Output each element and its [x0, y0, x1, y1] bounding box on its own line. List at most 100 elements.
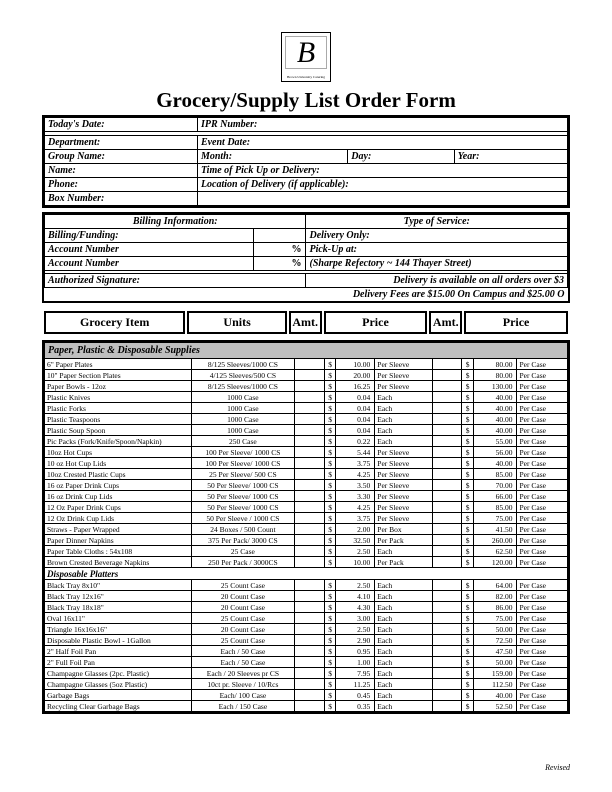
dollar-sign: $	[324, 546, 335, 557]
item-price-2: 55.00	[473, 436, 517, 447]
item-per-2: Per Case	[517, 580, 568, 591]
item-per-1: Per Sleeve	[375, 447, 432, 458]
item-amt-2	[432, 591, 462, 602]
label-day: Day:	[348, 150, 454, 164]
table-row: 16 oz Drink Cup Lids50 Per Sleeve/ 1000 …	[45, 491, 568, 502]
item-name: Black Tray 18x18"	[45, 602, 192, 613]
item-amt-1	[295, 657, 325, 668]
item-amt-1	[295, 436, 325, 447]
item-per-2: Per Case	[517, 414, 568, 425]
item-units: Each / 150 Case	[191, 701, 294, 712]
label-sharpe: (Sharpe Refectory ~ 144 Thayer Street)	[306, 257, 568, 271]
item-per-2: Per Case	[517, 535, 568, 546]
item-amt-1	[295, 513, 325, 524]
item-per-1: Each	[375, 392, 432, 403]
item-amt-1	[295, 668, 325, 679]
dollar-sign: $	[462, 657, 473, 668]
item-per-1: Per Sleeve	[375, 458, 432, 469]
item-amt-2	[432, 546, 462, 557]
table-row: Oval 16x11"25 Count Case$3.00Each$75.00P…	[45, 613, 568, 624]
item-price-2: 52.50	[473, 701, 517, 712]
category-header: Paper, Plastic & Disposable Supplies	[45, 343, 568, 359]
item-price-1: 2.50	[336, 580, 375, 591]
item-units: 25 Count Case	[191, 635, 294, 646]
item-per-2: Per Case	[517, 646, 568, 657]
item-price-2: 112.50	[473, 679, 517, 690]
item-price-2: 80.00	[473, 370, 517, 381]
item-per-2: Per Case	[517, 381, 568, 392]
item-name: 2" Half Foil Pan	[45, 646, 192, 657]
table-row: 2" Full Foil PanEach / 50 Case$1.00Each$…	[45, 657, 568, 668]
item-per-1: Per Sleeve	[375, 359, 432, 370]
table-row: Paper Table Cloths : 54x10825 Case$2.50E…	[45, 546, 568, 557]
item-per-2: Per Case	[517, 403, 568, 414]
item-price-1: 10.00	[336, 359, 375, 370]
item-units: 1000 Case	[191, 403, 294, 414]
dollar-sign: $	[462, 392, 473, 403]
item-units: 24 Boxes / 500 Count	[191, 524, 294, 535]
item-amt-1	[295, 701, 325, 712]
item-price-2: 75.00	[473, 513, 517, 524]
item-amt-1	[295, 458, 325, 469]
table-row: 10oz Hot Cups100 Per Sleeve/ 1000 CS$5.4…	[45, 447, 568, 458]
dollar-sign: $	[462, 635, 473, 646]
item-units: Each / 20 Sleeves pr CS	[191, 668, 294, 679]
table-row: Brown Crested Beverage Napkins250 Per Pa…	[45, 557, 568, 568]
dollar-sign: $	[324, 613, 335, 624]
item-price-1: 0.95	[336, 646, 375, 657]
item-units: Each / 50 Case	[191, 646, 294, 657]
item-price-2: 40.00	[473, 403, 517, 414]
item-price-2: 40.00	[473, 414, 517, 425]
item-price-1: 32.50	[336, 535, 375, 546]
item-name: Straws - Paper Wrapped	[45, 524, 192, 535]
dollar-sign: $	[324, 668, 335, 679]
item-units: Each/ 100 Case	[191, 690, 294, 701]
item-amt-1	[295, 602, 325, 613]
table-row: Triangle 16x16x16"20 Count Case$2.50Each…	[45, 624, 568, 635]
items-table-wrap: Paper, Plastic & Disposable Supplies6" P…	[42, 340, 570, 714]
item-per-1: Per Sleeve	[375, 502, 432, 513]
page-title: Grocery/Supply List Order Form	[42, 88, 570, 113]
item-per-1: Each	[375, 668, 432, 679]
dollar-sign: $	[462, 668, 473, 679]
dollar-sign: $	[462, 502, 473, 513]
item-per-1: Per Sleeve	[375, 480, 432, 491]
item-amt-1	[295, 613, 325, 624]
item-price-1: 0.22	[336, 436, 375, 447]
item-price-2: 120.00	[473, 557, 517, 568]
item-price-2: 80.00	[473, 359, 517, 370]
dollar-sign: $	[462, 359, 473, 370]
item-amt-1	[295, 524, 325, 535]
item-amt-1	[295, 535, 325, 546]
item-name: 16 oz Paper Drink Cups	[45, 480, 192, 491]
item-per-2: Per Case	[517, 701, 568, 712]
item-per-1: Each	[375, 425, 432, 436]
item-name: Plastic Knives	[45, 392, 192, 403]
item-amt-1	[295, 414, 325, 425]
item-name: Black Tray 12x16"	[45, 591, 192, 602]
item-amt-1	[295, 425, 325, 436]
dollar-sign: $	[324, 580, 335, 591]
item-units: 1000 Case	[191, 425, 294, 436]
table-row: Black Tray 8x10"25 Count Case$2.50Each$6…	[45, 580, 568, 591]
item-per-1: Per Sleeve	[375, 370, 432, 381]
item-per-2: Per Case	[517, 436, 568, 447]
service-title: Type of Service:	[306, 215, 568, 229]
item-amt-1	[295, 469, 325, 480]
item-price-1: 2.90	[336, 635, 375, 646]
table-row: 6" Paper Plates8/125 Sleeves/1000 CS$10.…	[45, 359, 568, 370]
table-row: Plastic Teaspoons1000 Case$0.04Each$40.0…	[45, 414, 568, 425]
item-per-2: Per Case	[517, 469, 568, 480]
item-amt-1	[295, 635, 325, 646]
item-price-1: 10.00	[336, 557, 375, 568]
table-row: 2" Half Foil PanEach / 50 Case$0.95Each$…	[45, 646, 568, 657]
item-amt-2	[432, 580, 462, 591]
item-amt-2	[432, 557, 462, 568]
delivery-note-1: Delivery is available on all orders over…	[306, 274, 568, 288]
item-per-2: Per Case	[517, 557, 568, 568]
item-amt-1	[295, 624, 325, 635]
col-amt-2: Amt.	[429, 311, 462, 334]
item-per-1: Per Sleeve	[375, 469, 432, 480]
billing-title: Billing Information:	[45, 215, 306, 229]
item-per-2: Per Case	[517, 690, 568, 701]
